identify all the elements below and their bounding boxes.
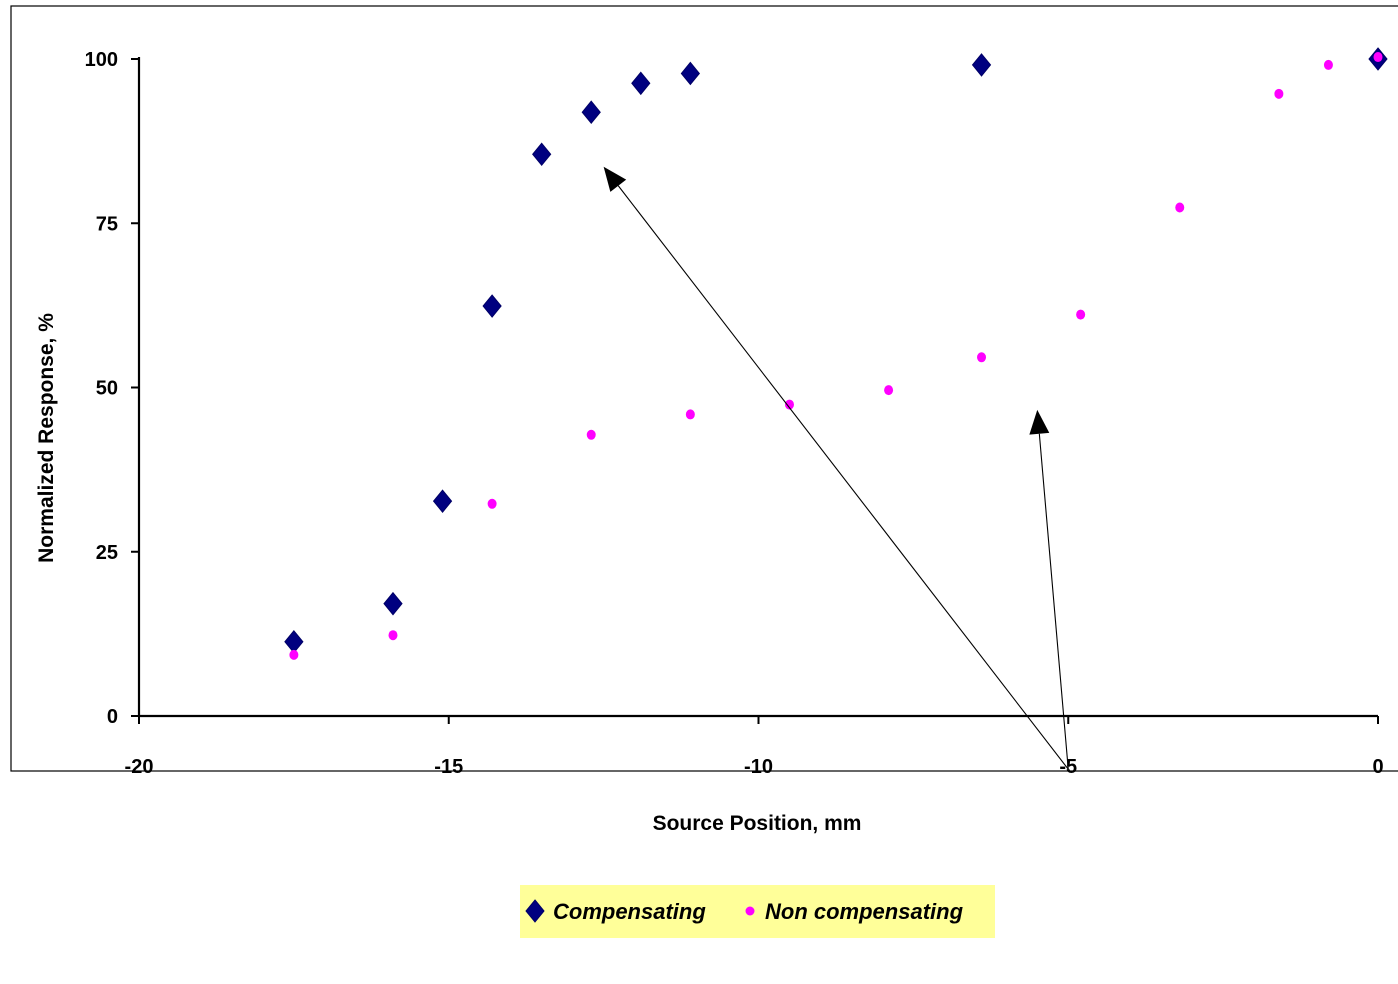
non-compensating-point <box>685 409 695 420</box>
legend-circle-icon <box>745 906 755 916</box>
compensating-point <box>383 591 403 616</box>
x-tick-label: 0 <box>1372 756 1383 778</box>
non-compensating-point <box>1274 88 1284 99</box>
x-axis-title: Source Position, mm <box>653 812 862 835</box>
y-tick-label: 75 <box>96 213 118 235</box>
non-compensating-point <box>784 399 794 410</box>
compensating-point <box>482 294 502 318</box>
annotation-arrowhead-icon <box>603 166 627 192</box>
compensating-point <box>631 71 651 96</box>
legend-diamond-icon <box>525 899 545 923</box>
non-compensating-point <box>487 498 497 509</box>
y-tick-label: 0 <box>107 706 118 728</box>
non-compensating-point <box>977 352 987 363</box>
annotation-arrowhead-icon <box>1029 409 1050 435</box>
y-axis-title: Normalized Response, % <box>35 313 58 563</box>
non-compensating-point <box>1323 59 1333 70</box>
annotation-arrow-line <box>617 185 1069 770</box>
x-tick-label: -20 <box>125 756 154 778</box>
y-tick-label: 50 <box>96 378 118 400</box>
non-compensating-point <box>388 630 398 641</box>
non-compensating-point <box>1175 202 1185 213</box>
y-tick-label: 25 <box>96 542 118 564</box>
compensating-point <box>680 61 701 86</box>
annotation-arrow-line <box>1038 433 1069 770</box>
legend-box <box>520 885 995 938</box>
annotation-arrows <box>603 166 1069 770</box>
x-tick-label: -10 <box>744 756 773 778</box>
compensating-point <box>971 53 992 77</box>
compensating-point <box>532 142 552 167</box>
x-tick-label: -15 <box>434 756 463 778</box>
non-compensating-point <box>884 385 894 396</box>
legend-label-non-compensating: Non compensating <box>765 899 964 924</box>
non-compensating-point <box>1076 309 1086 320</box>
chart-frame <box>10 5 1398 772</box>
non-compensating-point <box>1373 52 1383 63</box>
non-compensating-point <box>586 429 596 440</box>
y-tick-label: 100 <box>85 49 118 71</box>
non-compensating-point <box>289 649 299 660</box>
legend-label-compensating: Compensating <box>553 899 706 924</box>
compensating-point <box>581 100 601 125</box>
compensating-point <box>432 489 453 513</box>
legend: Compensating Non compensating <box>520 885 995 938</box>
